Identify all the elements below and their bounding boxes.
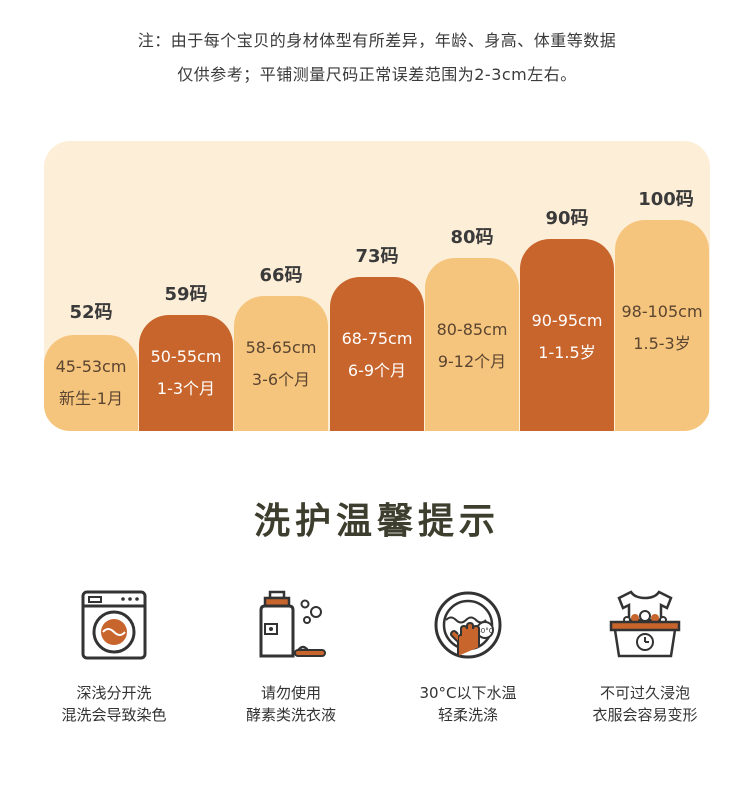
size-bar-59: 50-55cm 1-3个月: [139, 315, 233, 431]
height-range: 80-85cm: [436, 320, 508, 339]
size-bar-73: 68-75cm 6-9个月: [330, 277, 424, 431]
washing-machine-icon: [81, 590, 147, 660]
size-label-90: 90码: [545, 208, 589, 229]
care-title: 洗护温馨提示: [253, 501, 500, 542]
size-label-59: 59码: [164, 284, 208, 305]
care-text-line-2: 混洗会导致染色: [61, 706, 167, 724]
temperature-badge-text: 30°C: [476, 627, 493, 635]
size-label-80: 80码: [450, 227, 494, 248]
care-text-line-1: 深浅分开洗: [76, 684, 152, 702]
care-item-no-enzyme: 请勿使用 酵素类洗衣液: [206, 590, 376, 726]
size-bar-66: 58-65cm 3-6个月: [234, 296, 328, 431]
age-range: 9-12个月: [437, 352, 507, 371]
care-text-line-1: 不可过久浸泡: [599, 684, 690, 702]
age-range: 1.5-3岁: [633, 334, 691, 353]
care-text-line-2: 酵素类洗衣液: [245, 706, 336, 724]
care-item-no-long-soak: 不可过久浸泡 衣服会容易变形: [560, 590, 730, 726]
care-text-line-2: 轻柔洗涤: [437, 706, 498, 724]
care-item-hand-wash: 30°C 30°C以下水温 轻柔洗涤: [383, 590, 553, 726]
age-range: 1-1.5岁: [538, 343, 596, 362]
size-label-66: 66码: [259, 265, 303, 286]
size-note-line-1: 注：由于每个宝贝的身材体型有所差异，年龄、身高、体重等数据: [137, 31, 617, 50]
height-range: 45-53cm: [55, 357, 127, 376]
care-item-separate-wash: 深浅分开洗 混洗会导致染色: [29, 590, 199, 726]
size-label-73: 73码: [355, 246, 399, 267]
care-text-line-1: 30°C以下水温: [419, 684, 517, 702]
height-range: 58-65cm: [245, 338, 317, 357]
height-range: 90-95cm: [531, 311, 603, 330]
hand-wash-30c-icon: 30°C: [434, 591, 502, 659]
size-label-52: 52码: [69, 302, 113, 323]
size-bar-100: 98-105cm 1.5-3岁: [615, 220, 709, 431]
size-bar-52: 45-53cm 新生-1月: [44, 335, 138, 431]
size-note-line-2: 仅供参考；平铺测量尺码正常误差范围为2-3cm左右。: [177, 65, 577, 84]
soaking-basin-icon: [609, 590, 681, 658]
age-range: 3-6个月: [251, 370, 311, 389]
size-label-100: 100码: [638, 189, 694, 210]
size-chart-panel: 45-53cm 新生-1月 50-55cm 1-3个月 58-65cm 3-6个…: [44, 141, 710, 431]
age-range: 1-3个月: [156, 379, 216, 398]
size-bar-90: 90-95cm 1-1.5岁: [520, 239, 614, 431]
age-range: 6-9个月: [347, 361, 407, 380]
height-range: 98-105cm: [621, 302, 703, 321]
care-text-line-2: 衣服会容易变形: [592, 706, 698, 724]
detergent-bottle-icon: [259, 590, 326, 658]
care-text-line-1: 请勿使用: [260, 684, 321, 702]
size-bar-80: 80-85cm 9-12个月: [425, 258, 519, 431]
height-range: 68-75cm: [341, 329, 413, 348]
height-range: 50-55cm: [150, 347, 222, 366]
age-range: 新生-1月: [59, 389, 123, 408]
